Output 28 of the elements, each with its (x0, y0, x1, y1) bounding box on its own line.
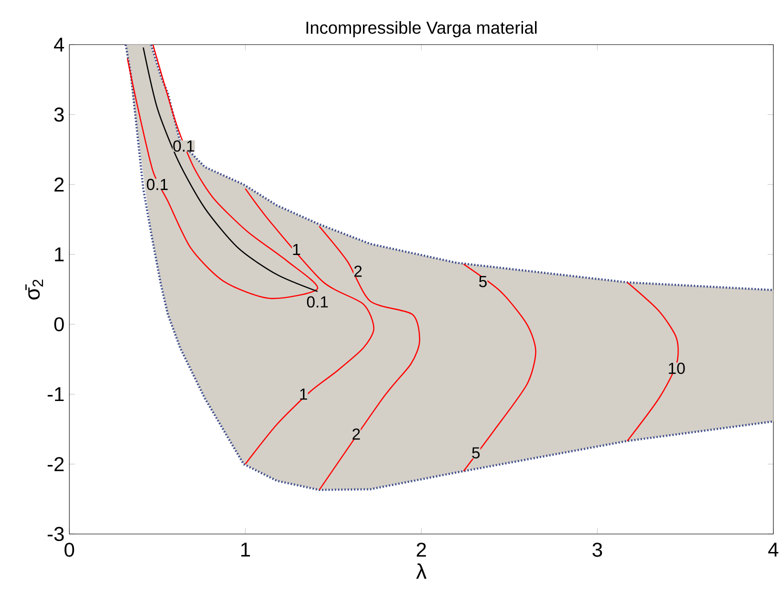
annotation: 5 (472, 447, 480, 458)
y-tick-label: 0 (54, 317, 64, 332)
chart-title: Incompressible Varga material (306, 21, 537, 38)
line-series (244, 188, 374, 465)
y-tick-label: 2 (54, 177, 64, 192)
y-tick-label: -2 (48, 457, 64, 472)
annotation: 2 (352, 428, 360, 440)
y-tick-label: 4 (54, 38, 64, 52)
annotation: 0.1 (146, 178, 168, 190)
y-axis-title: σ̄$_{2}$ (25, 280, 44, 300)
annotation: 1 (293, 244, 300, 255)
annotation: 1 (300, 388, 308, 400)
y-tick-label: 1 (55, 247, 64, 262)
y-tick-label: 3 (54, 107, 64, 122)
x-tick-label: 4 (768, 542, 778, 556)
x-tick-label: 1 (241, 542, 250, 556)
x-tick-label: 3 (592, 542, 602, 557)
x-axis-title: λ (416, 563, 426, 579)
line-series (462, 264, 536, 472)
y-tick-label: -1 (48, 387, 64, 402)
y-tick-label: -3 (48, 526, 64, 542)
annotation: 0.1 (173, 140, 194, 152)
x-tick-label: 0 (64, 542, 74, 557)
annotation: 0.1 (307, 296, 328, 308)
x-tick-label: 2 (416, 542, 426, 557)
annotation: 10 (668, 362, 685, 374)
annotation: 5 (479, 276, 487, 288)
annotation: 2 (354, 266, 362, 277)
